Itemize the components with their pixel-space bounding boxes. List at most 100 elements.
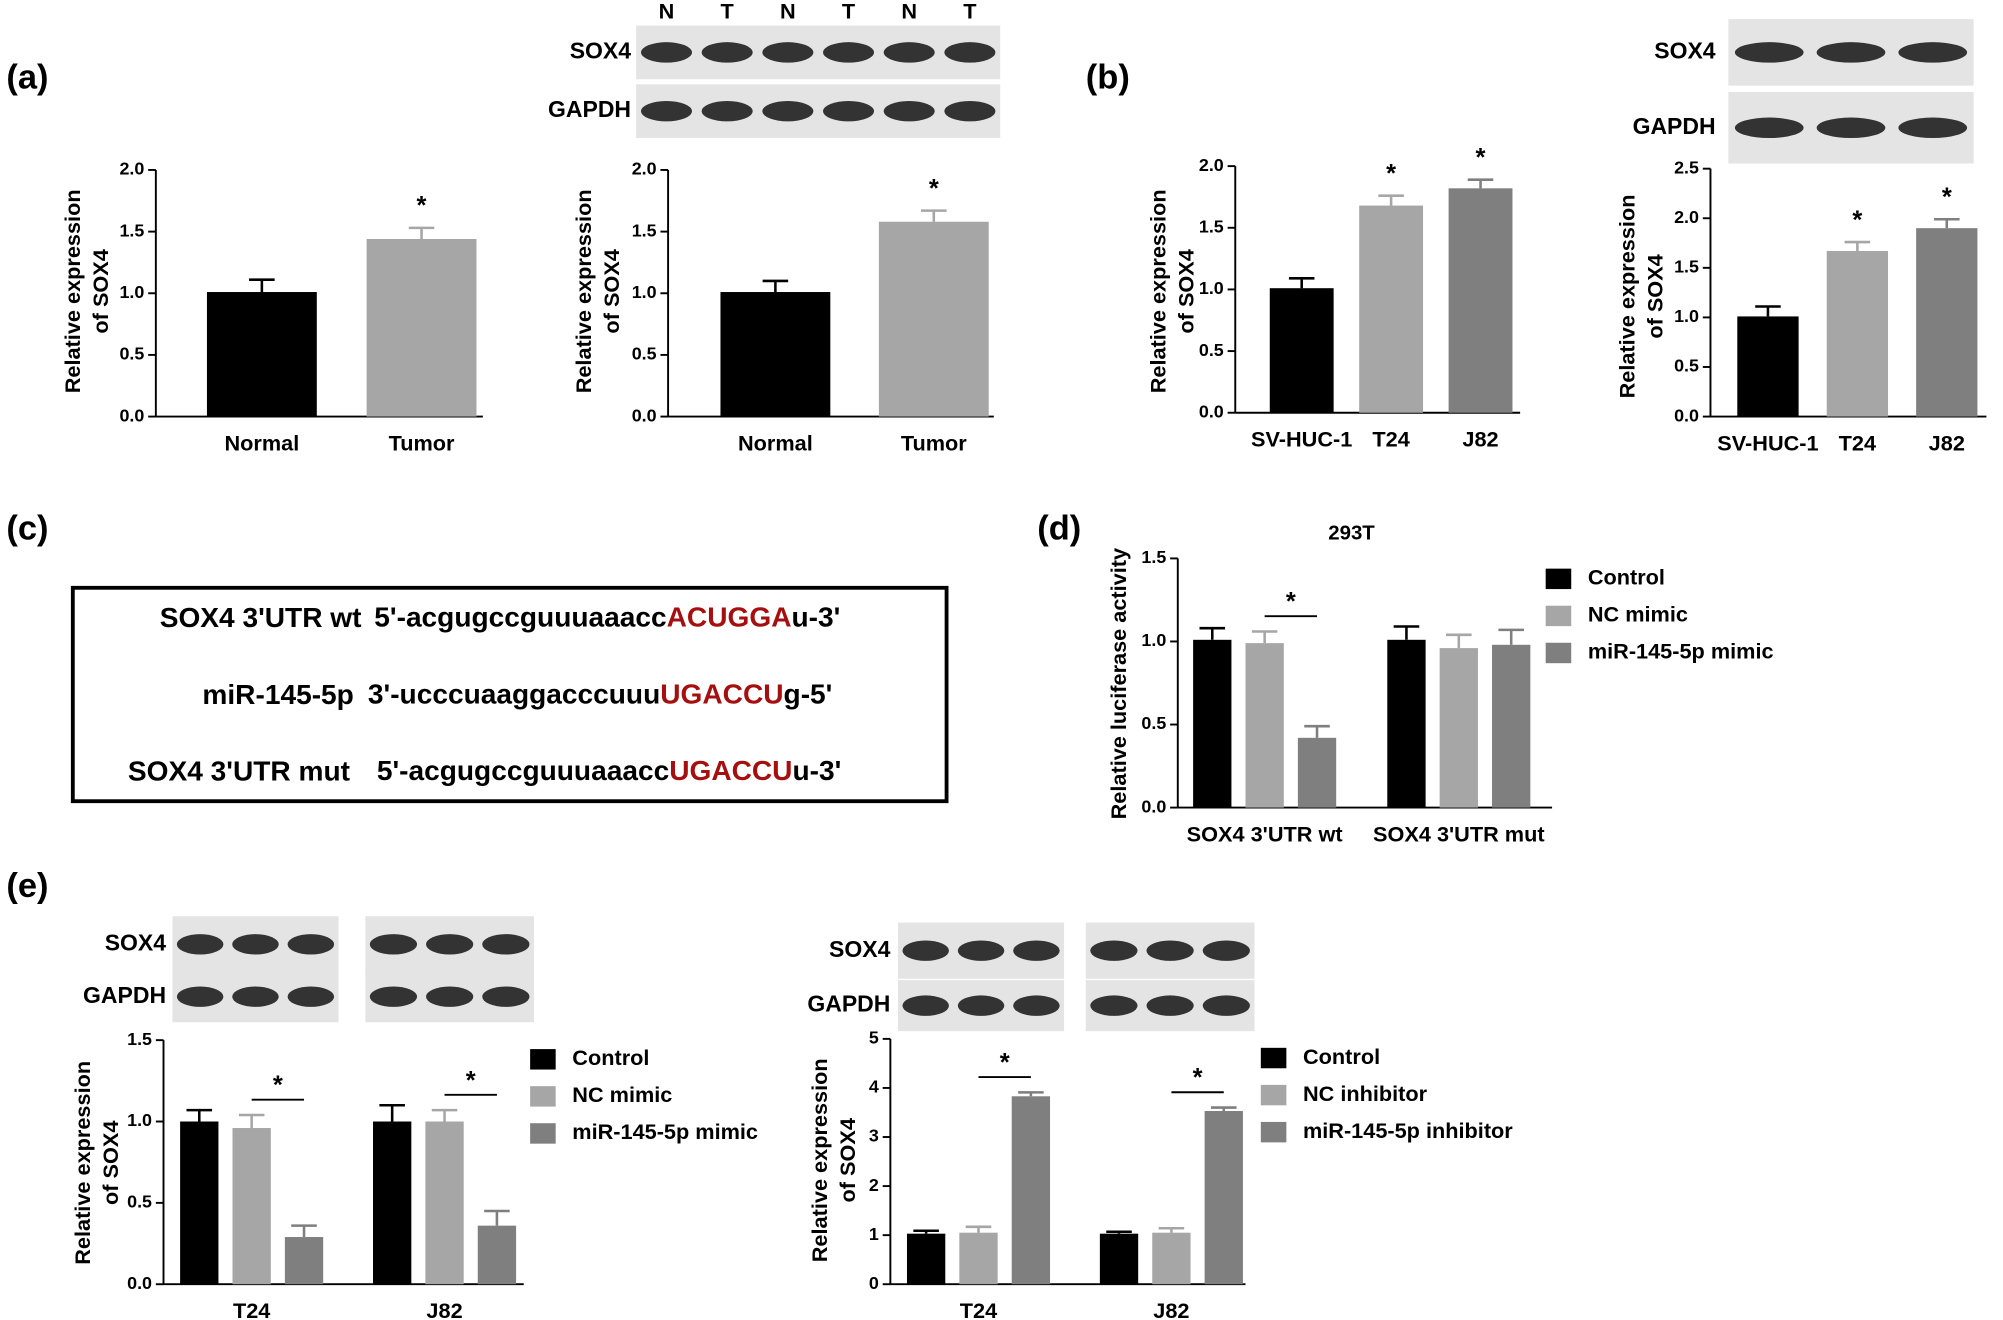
- x-tick-label: T24: [1839, 430, 1876, 455]
- x-tick-label: Normal: [738, 430, 813, 455]
- error-bar: [291, 1224, 317, 1238]
- sequence-part: u-3': [792, 756, 841, 787]
- blot-band: [641, 42, 692, 63]
- bar: [1492, 644, 1531, 808]
- error-bar: [484, 1209, 510, 1226]
- sequence-part: u-3': [791, 602, 840, 633]
- significance-label: *: [1286, 588, 1296, 616]
- y-tick-label: 0.0: [1141, 796, 1166, 816]
- blot-band: [369, 986, 418, 1007]
- legend-label: miR-145-5p mimic: [572, 1119, 758, 1144]
- bar: [959, 1232, 998, 1285]
- y-axis-label: Relative expression: [60, 189, 85, 393]
- blot-band: [1734, 42, 1804, 63]
- significance-label: *: [1942, 184, 1952, 212]
- lane-label: T: [963, 0, 977, 24]
- x-tick-label: T24: [960, 1298, 997, 1320]
- error-bar: [1393, 625, 1420, 640]
- bar: [1387, 639, 1426, 808]
- significance-label: *: [1000, 1049, 1010, 1077]
- bar: [720, 292, 831, 417]
- y-tick-label: 0.5: [632, 344, 657, 364]
- error-bar: [1304, 724, 1330, 738]
- panel-label: (c): [6, 509, 48, 547]
- x-tick-label: SV-HUC-1: [1717, 430, 1818, 455]
- blot-band: [1816, 117, 1886, 139]
- blot-band: [1090, 995, 1138, 1016]
- y-axis-label: Relative expression: [571, 189, 596, 393]
- error-bar: [1378, 194, 1404, 206]
- blot-band: [287, 934, 335, 955]
- error-bar: [431, 1108, 458, 1122]
- error-bar: [408, 226, 435, 240]
- legend-swatch: [530, 1086, 556, 1107]
- blot-band: [1146, 995, 1194, 1016]
- y-tick-label: 1: [869, 1224, 879, 1244]
- bar: [232, 1128, 271, 1285]
- y-tick-label: 2.0: [119, 159, 144, 179]
- significance-label: *: [1386, 160, 1396, 188]
- bar: [425, 1121, 464, 1285]
- blot-band: [426, 986, 474, 1007]
- x-tick-label: J82: [1929, 430, 1965, 455]
- legend-label: NC mimic: [1588, 602, 1688, 627]
- bar: [1439, 648, 1478, 808]
- legend-swatch: [1260, 1121, 1287, 1143]
- blot-band: [482, 934, 530, 955]
- legend-swatch: [530, 1123, 556, 1144]
- blot-band: [1090, 940, 1138, 961]
- blot-band: [902, 995, 949, 1016]
- x-tick-label: J82: [426, 1298, 462, 1320]
- legend-label: NC inhibitor: [1303, 1081, 1428, 1106]
- blot-band: [1898, 42, 1968, 63]
- sequence: 5'-acgugccguuuaaaccACUGGAu-3': [374, 602, 840, 633]
- legend-swatch: [530, 1049, 556, 1070]
- blot-row-label: GAPDH: [807, 991, 890, 1017]
- y-axis-label: of SOX4: [98, 1121, 123, 1205]
- blot-band: [762, 100, 814, 122]
- blot-band: [944, 42, 996, 63]
- y-tick-label: 1.5: [1674, 257, 1699, 277]
- sequence-seed: UGACCU: [669, 756, 792, 787]
- y-axis-label: Relative luciferase activity: [1106, 548, 1131, 819]
- bar: [180, 1121, 219, 1285]
- y-tick-label: 1.5: [1141, 547, 1166, 567]
- blot-band: [701, 42, 753, 63]
- x-tick-label: Tumor: [389, 430, 455, 455]
- y-tick-label: 1.0: [1674, 306, 1699, 326]
- x-tick-label: SOX4 3'UTR mut: [1373, 821, 1545, 846]
- blot-band: [823, 42, 875, 63]
- blot-band: [823, 100, 875, 122]
- sequence: 3'-ucccuaaggacccuuuUGACCUg-5': [368, 679, 832, 710]
- y-tick-label: 0.0: [119, 405, 144, 425]
- blot-band: [1816, 42, 1886, 63]
- error-bar: [1018, 1091, 1044, 1097]
- blot-band: [1146, 940, 1194, 961]
- y-tick-label: 4: [869, 1077, 879, 1097]
- legend-label: Control: [1588, 565, 1665, 590]
- bar: [1359, 205, 1424, 413]
- bar: [1152, 1232, 1191, 1285]
- x-tick-label: Normal: [224, 430, 299, 455]
- y-tick-label: 1.5: [632, 220, 657, 240]
- y-tick-label: 1.0: [119, 282, 144, 302]
- blot-row-label: GAPDH: [548, 96, 631, 122]
- lane-label: N: [780, 0, 796, 24]
- blot-strip: [636, 25, 1001, 80]
- blot-band: [1898, 117, 1968, 139]
- legend-swatch: [1545, 605, 1572, 627]
- bar: [1011, 1096, 1051, 1285]
- y-axis-label: of SOX4: [835, 1118, 860, 1202]
- blot-strip: [636, 84, 1001, 139]
- error-bar: [1199, 626, 1226, 640]
- error-bar: [1446, 633, 1472, 649]
- sequence-name: SOX4 3'UTR wt: [160, 602, 362, 633]
- legend-label: miR-145-5p mimic: [1588, 639, 1774, 664]
- error-bar: [762, 279, 789, 293]
- error-bar: [1498, 628, 1524, 645]
- bar: [906, 1233, 946, 1285]
- legend-swatch: [1260, 1084, 1287, 1106]
- error-bar: [249, 278, 275, 293]
- sequence-part: g-5': [784, 679, 833, 710]
- blot-band: [426, 934, 474, 955]
